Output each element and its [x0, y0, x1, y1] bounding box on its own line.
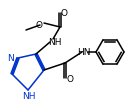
- Text: O: O: [67, 74, 73, 83]
- Text: O: O: [36, 20, 43, 30]
- Text: NH: NH: [22, 91, 36, 100]
- Text: NH: NH: [48, 37, 62, 47]
- Text: O: O: [60, 9, 68, 18]
- Text: HN: HN: [77, 48, 91, 56]
- Text: N: N: [8, 54, 14, 62]
